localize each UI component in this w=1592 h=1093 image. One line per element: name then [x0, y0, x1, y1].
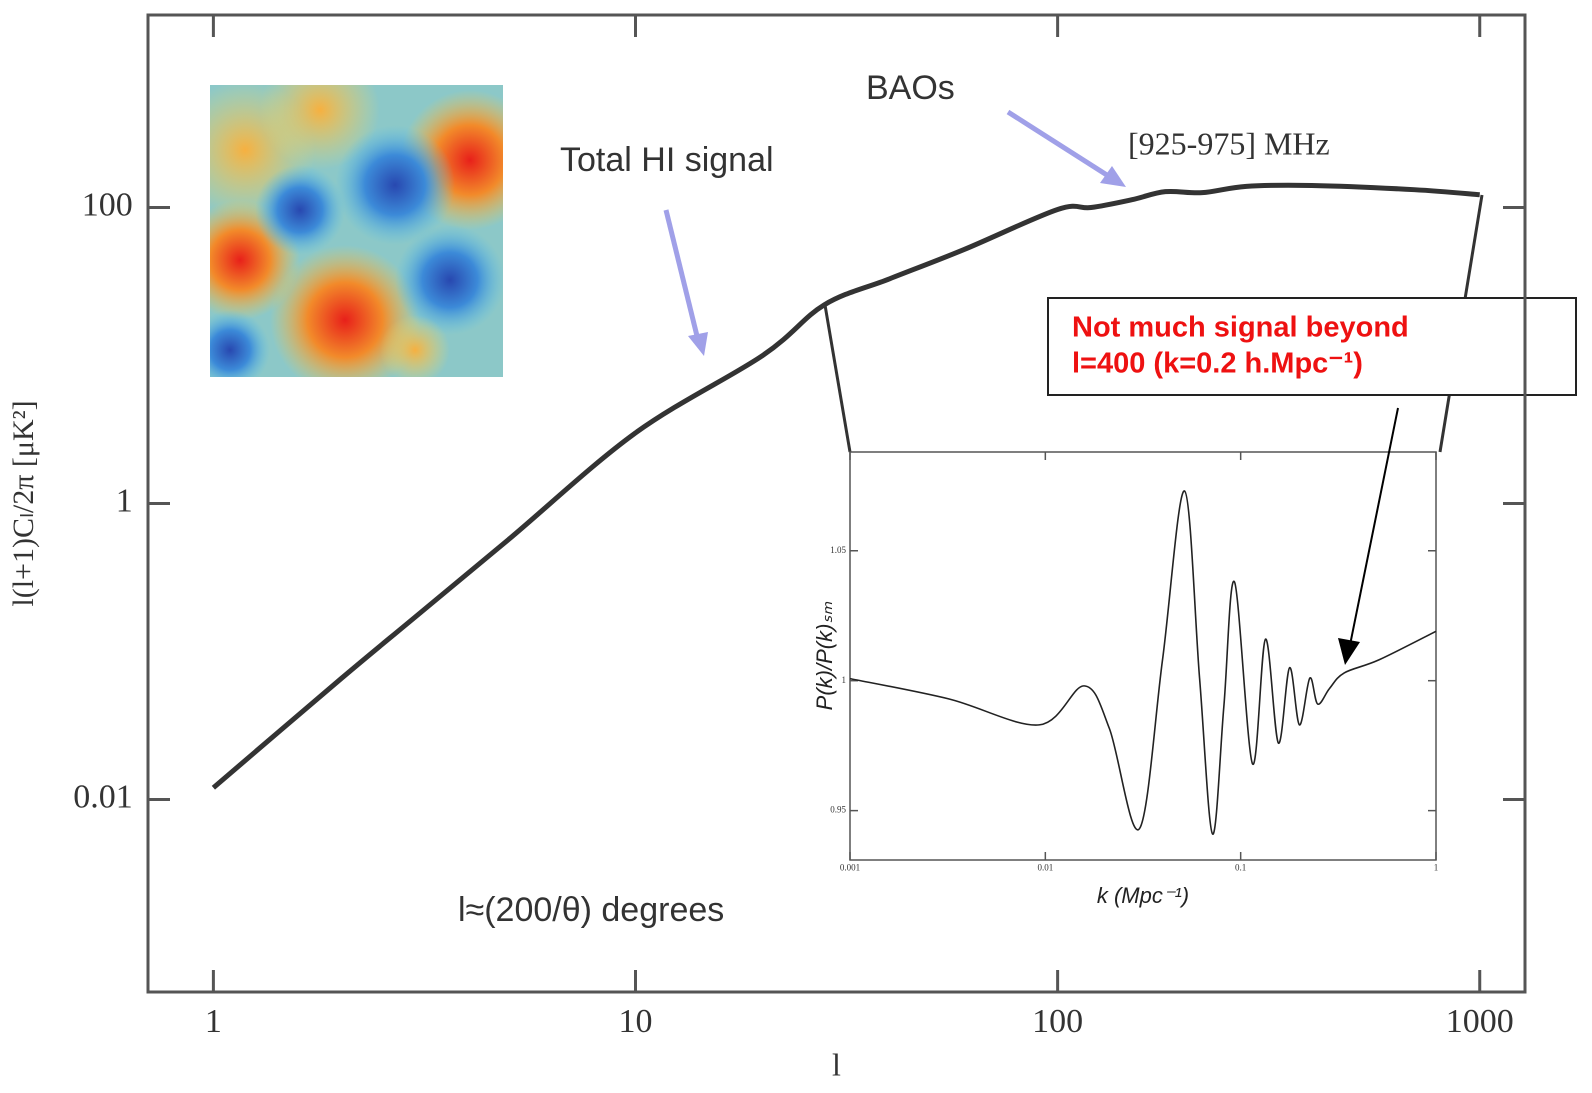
blob	[210, 310, 270, 377]
x-tick-label: 1	[205, 1003, 222, 1040]
x-tick-label: 10	[619, 1003, 653, 1040]
blob	[335, 125, 455, 245]
x-axis-label: l	[832, 1046, 841, 1082]
x-tick-label: 100	[1032, 1003, 1083, 1040]
zoom-line	[823, 304, 852, 453]
y-tick-label: 100	[82, 186, 133, 223]
y-tick-label: 1	[841, 675, 846, 685]
arrow	[1349, 407, 1399, 646]
callout-box	[1047, 297, 1577, 396]
plot-frame	[849, 451, 1437, 861]
data-line	[849, 490, 1437, 835]
blob	[395, 225, 503, 335]
y-tick-label: 0.95	[830, 805, 846, 815]
data-line	[211, 182, 1480, 790]
callout-text: l=400 (k=0.2 h.Mpc⁻¹)	[1072, 348, 1363, 380]
inset: 0.001 0.01 0.1 1 0.95 1 1.05 k (Mpc⁻¹) P(k)/P(k)…	[812, 451, 1439, 908]
arrow	[663, 209, 701, 341]
x-tick-label: 0.001	[840, 863, 860, 873]
annotation: BAOs	[866, 69, 955, 107]
sky-map	[210, 85, 503, 377]
arrowhead	[1338, 638, 1360, 665]
x-tick-label: 0.1	[1235, 863, 1246, 873]
blob	[380, 315, 450, 377]
arrow	[1006, 109, 1112, 180]
y-tick-label: 0.01	[73, 778, 133, 815]
annotation: [925-975] MHz	[1128, 125, 1330, 161]
y-tick-label: 1.05	[830, 545, 846, 555]
x-axis-label: k (Mpc⁻¹)	[1097, 883, 1189, 908]
y-tick-label: 1	[116, 482, 133, 519]
callout-text: Not much signal beyond	[1072, 312, 1409, 344]
x-tick-label: 0.01	[1037, 863, 1053, 873]
blob	[255, 165, 345, 255]
arrowhead	[688, 332, 708, 356]
x-tick-label: 1	[1434, 863, 1439, 873]
y-axis-label: l(l+1)Cₗ/2π [μK²]	[7, 400, 40, 606]
x-tick-label: 1000	[1446, 1003, 1514, 1040]
annotation: l≈(200/θ) degrees	[458, 891, 724, 929]
y-axis-label: P(k)/P(k)ₛₘ	[812, 601, 837, 710]
annotation: Total HI signal	[560, 141, 774, 179]
arrowhead	[1100, 166, 1126, 187]
